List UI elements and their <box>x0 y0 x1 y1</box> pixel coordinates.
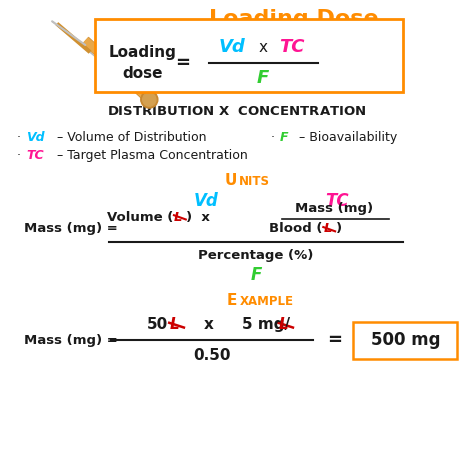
Text: =: = <box>175 54 190 72</box>
Text: TC: TC <box>279 38 304 56</box>
Text: ·: · <box>17 149 20 162</box>
Text: L: L <box>278 317 288 332</box>
FancyBboxPatch shape <box>95 19 403 92</box>
Text: L: L <box>174 210 182 224</box>
Text: – Volume of Distribution: – Volume of Distribution <box>57 131 206 144</box>
Text: Loading Dose: Loading Dose <box>209 9 379 29</box>
Circle shape <box>141 91 158 108</box>
Text: U: U <box>225 173 237 188</box>
Text: Percentage (%): Percentage (%) <box>198 249 314 263</box>
FancyBboxPatch shape <box>353 322 457 359</box>
Text: F: F <box>250 266 262 284</box>
Text: Vd: Vd <box>219 38 246 56</box>
Text: Mass (mg) =: Mass (mg) = <box>24 334 118 347</box>
Text: L: L <box>323 222 332 236</box>
Text: ): ) <box>336 222 342 236</box>
Text: Vd: Vd <box>26 131 45 144</box>
Text: 5 mg/: 5 mg/ <box>242 317 290 332</box>
Text: L: L <box>169 317 179 332</box>
Text: TC: TC <box>26 149 44 162</box>
Text: F: F <box>280 131 288 144</box>
Circle shape <box>143 93 156 106</box>
Text: dose: dose <box>122 66 163 81</box>
Text: =: = <box>327 331 342 349</box>
Text: Loading: Loading <box>108 45 176 60</box>
Text: – Bioavailability: – Bioavailability <box>299 131 397 144</box>
Text: Volume (: Volume ( <box>107 210 173 224</box>
Text: Vd: Vd <box>194 191 219 210</box>
Text: F: F <box>257 69 269 87</box>
Text: E: E <box>227 293 237 309</box>
Text: 500 mg: 500 mg <box>371 331 440 349</box>
Text: TC: TC <box>325 191 348 210</box>
Text: x: x <box>259 40 267 55</box>
Text: $\mathregular{D}$ISTRIBUTION $\mathregular{X}$  $\mathregular{C}$ONCENTRATION: $\mathregular{D}$ISTRIBUTION $\mathregul… <box>107 105 367 118</box>
Text: XAMPLE: XAMPLE <box>239 295 293 309</box>
Text: Mass (mg) =: Mass (mg) = <box>24 222 118 236</box>
Text: ·: · <box>17 131 20 144</box>
Text: ·: · <box>270 131 274 144</box>
Text: 50: 50 <box>147 317 168 332</box>
Text: )  x: ) x <box>186 210 210 224</box>
Text: – Target Plasma Concentration: – Target Plasma Concentration <box>57 149 247 162</box>
Text: NITS: NITS <box>239 174 270 188</box>
Text: 0.50: 0.50 <box>193 348 231 363</box>
Text: Blood (: Blood ( <box>269 222 322 236</box>
Text: Mass (mg): Mass (mg) <box>295 202 373 215</box>
Text: x: x <box>204 317 213 332</box>
